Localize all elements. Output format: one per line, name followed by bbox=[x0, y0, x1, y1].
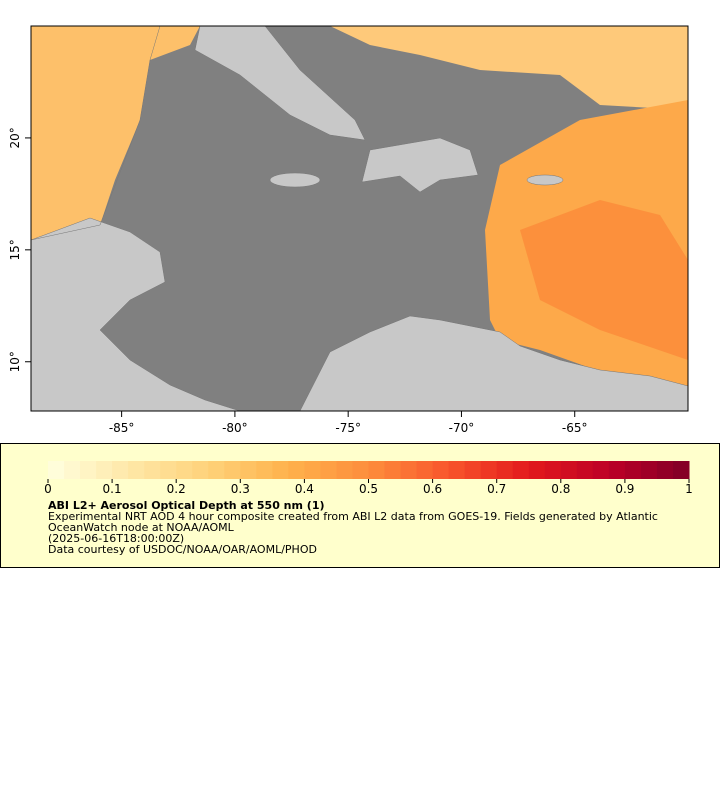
colorbar-swatch bbox=[368, 461, 386, 479]
colorbar-swatch bbox=[656, 461, 674, 479]
colorbar-swatch bbox=[352, 461, 369, 479]
colorbar-tick-label: 0.5 bbox=[359, 482, 378, 496]
colorbar-tick-label: 0 bbox=[44, 482, 52, 496]
colorbar-swatch bbox=[384, 461, 402, 479]
legend-title: ABI L2+ Aerosol Optical Depth at 550 nm … bbox=[48, 499, 325, 512]
legend-time: (2025-06-16T18:00:00Z) bbox=[48, 532, 185, 545]
colorbar-swatch bbox=[240, 461, 257, 479]
y-tick-label: 20° bbox=[8, 127, 22, 148]
colorbar-swatch bbox=[144, 461, 161, 479]
map: -85° -80° -75° -70° -65° 10° 15° 20° bbox=[8, 25, 689, 435]
colorbar-swatch bbox=[464, 461, 482, 479]
colorbar-swatch bbox=[400, 461, 418, 479]
colorbar-swatch bbox=[416, 461, 434, 479]
colorbar-swatch bbox=[512, 461, 530, 479]
legend: 0 0.1 0.2 0.3 0.4 0.5 0.6 0.7 0.8 0.9 1 ABI L2+ Ae… bbox=[0, 443, 720, 568]
colorbar-swatch bbox=[176, 461, 193, 479]
x-tick-label: -65° bbox=[562, 421, 588, 435]
colorbar-swatch bbox=[160, 461, 177, 479]
colorbar-tick-label: 0.2 bbox=[167, 482, 186, 496]
colorbar-swatch bbox=[288, 461, 305, 479]
colorbar-swatch bbox=[320, 461, 337, 479]
x-tick-label: -80° bbox=[222, 421, 248, 435]
colorbar-swatch bbox=[304, 461, 321, 479]
colorbar-tick-label: 0.3 bbox=[231, 482, 250, 496]
colorbar-tick-label: 0.1 bbox=[103, 482, 122, 496]
colorbar-swatch bbox=[128, 461, 145, 479]
colorbar-tick-label: 0.8 bbox=[551, 482, 570, 496]
colorbar-swatch bbox=[208, 461, 225, 479]
land bbox=[299, 315, 688, 411]
colorbar-tick-label: 1 bbox=[685, 482, 693, 496]
aod-field bbox=[330, 26, 688, 110]
colorbar-swatch bbox=[224, 461, 241, 479]
land bbox=[31, 217, 241, 411]
colorbar-swatch bbox=[96, 461, 113, 479]
map-layers bbox=[31, 26, 688, 411]
x-tick-label: -85° bbox=[109, 421, 135, 435]
colorbar-swatch bbox=[48, 461, 65, 479]
colorbar-swatch bbox=[544, 461, 562, 479]
colorbar-swatch bbox=[336, 461, 353, 479]
colorbar-swatch bbox=[496, 461, 514, 479]
colorbar-swatch bbox=[64, 461, 81, 479]
colorbar-swatch bbox=[480, 461, 498, 479]
coastline bbox=[31, 26, 161, 241]
land bbox=[526, 174, 564, 186]
colorbar-swatch bbox=[80, 461, 97, 479]
colorbar: 0 0.1 0.2 0.3 0.4 0.5 0.6 0.7 0.8 0.9 1 bbox=[44, 461, 693, 496]
colorbar-swatch bbox=[592, 461, 610, 479]
legend-text: ABI L2+ Aerosol Optical Depth at 550 nm … bbox=[48, 500, 688, 555]
colorbar-swatch bbox=[528, 461, 546, 479]
y-tick-label: 10° bbox=[8, 351, 22, 372]
colorbar-swatch bbox=[112, 461, 129, 479]
colorbar-swatch bbox=[432, 461, 450, 479]
land bbox=[361, 137, 479, 193]
legend-description: Experimental NRT AOD 4 hour composite cr… bbox=[48, 510, 658, 534]
colorbar-swatch bbox=[608, 461, 626, 479]
land bbox=[269, 172, 321, 188]
colorbar-tick-label: 0.6 bbox=[423, 482, 442, 496]
x-tick-label: -75° bbox=[335, 421, 361, 435]
map-frame bbox=[30, 25, 689, 412]
colorbar-swatch bbox=[192, 461, 209, 479]
aod-field bbox=[31, 26, 200, 240]
colorbar-swatch bbox=[448, 461, 466, 479]
aod-field bbox=[520, 200, 688, 360]
land bbox=[194, 26, 366, 141]
colorbar-tick-label: 0.7 bbox=[487, 482, 506, 496]
colorbar-swatch bbox=[560, 461, 578, 479]
colorbar-tick-label: 0.9 bbox=[615, 482, 634, 496]
colorbar-swatch bbox=[576, 461, 594, 479]
y-tick-label: 15° bbox=[8, 239, 22, 260]
colorbar-swatch bbox=[640, 461, 658, 479]
colorbar-swatch bbox=[256, 461, 273, 479]
colorbar-swatch bbox=[672, 461, 690, 479]
colorbar-tick-label: 0.4 bbox=[295, 482, 314, 496]
x-tick-label: -70° bbox=[449, 421, 475, 435]
colorbar-swatch bbox=[624, 461, 642, 479]
legend-credit: Data courtesy of USDOC/NOAA/OAR/AOML/PHO… bbox=[48, 543, 317, 556]
colorbar-swatch bbox=[272, 461, 289, 479]
